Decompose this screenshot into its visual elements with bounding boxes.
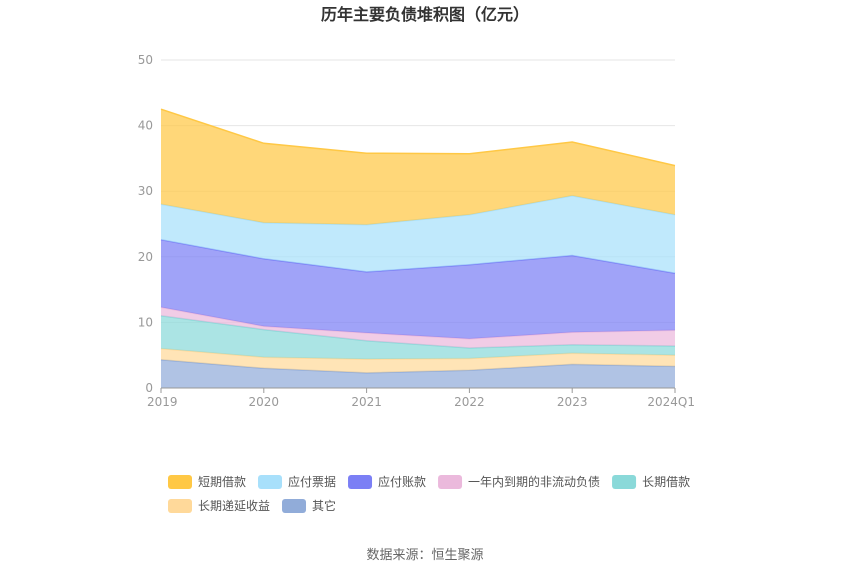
axes: 0 10 20 30 40 50 2019 2020 2021 2022 2023 2024Q1 bbox=[138, 53, 695, 409]
x-tick-label: 2022 bbox=[454, 395, 485, 409]
y-tick-label: 40 bbox=[138, 119, 153, 133]
legend-swatch bbox=[282, 499, 307, 513]
y-tick-label: 0 bbox=[145, 381, 153, 395]
legend-swatch bbox=[258, 475, 283, 489]
area-5 bbox=[161, 195, 675, 274]
area-6 bbox=[161, 109, 675, 225]
legend-label: 短期借款 bbox=[198, 475, 246, 489]
legend-label: 其它 bbox=[312, 498, 336, 513]
legend-item: 应付账款 bbox=[348, 474, 426, 489]
legend-swatch bbox=[438, 475, 463, 489]
y-tick-label: 50 bbox=[138, 53, 153, 67]
y-tick-label: 20 bbox=[138, 250, 153, 264]
legend-label: 应付账款 bbox=[378, 474, 426, 489]
x-tick-label: 2021 bbox=[351, 395, 382, 409]
area-2 bbox=[161, 315, 675, 360]
legend-item: 长期借款 bbox=[612, 475, 690, 489]
legend-swatch bbox=[612, 475, 637, 489]
legend-label: 长期借款 bbox=[642, 475, 690, 489]
chart-title: 历年主要负债堆积图（亿元） bbox=[321, 5, 529, 24]
legend-item: 应付票据 bbox=[258, 474, 336, 489]
legend-item: 短期借款 bbox=[168, 475, 246, 489]
area-3 bbox=[161, 307, 675, 348]
legend-item: 其它 bbox=[282, 498, 336, 513]
area-line-0 bbox=[160, 359, 676, 374]
y-tick-label: 10 bbox=[138, 315, 153, 329]
legend-item: 长期递延收益 bbox=[168, 499, 270, 513]
legend-swatch bbox=[168, 475, 192, 489]
area-0 bbox=[161, 359, 675, 388]
y-tick-label: 30 bbox=[138, 184, 153, 198]
area-series bbox=[160, 108, 676, 388]
x-tick-label: 2020 bbox=[249, 395, 280, 409]
legend-label: 一年内到期的非流动负债 bbox=[468, 474, 600, 489]
legend-swatch bbox=[168, 499, 192, 513]
legend-label: 长期递延收益 bbox=[198, 499, 270, 513]
x-tick-label: 2024Q1 bbox=[647, 395, 695, 409]
area-4 bbox=[161, 239, 675, 339]
x-tick-label: 2019 bbox=[147, 395, 178, 409]
legend-swatch bbox=[348, 475, 373, 489]
x-tick-label: 2023 bbox=[557, 395, 588, 409]
source-note: 数据来源：恒生聚源 bbox=[366, 548, 483, 563]
area-line-6 bbox=[160, 108, 676, 167]
legend-label: 应付票据 bbox=[288, 474, 336, 489]
legend-item: 一年内到期的非流动负债 bbox=[438, 474, 600, 489]
